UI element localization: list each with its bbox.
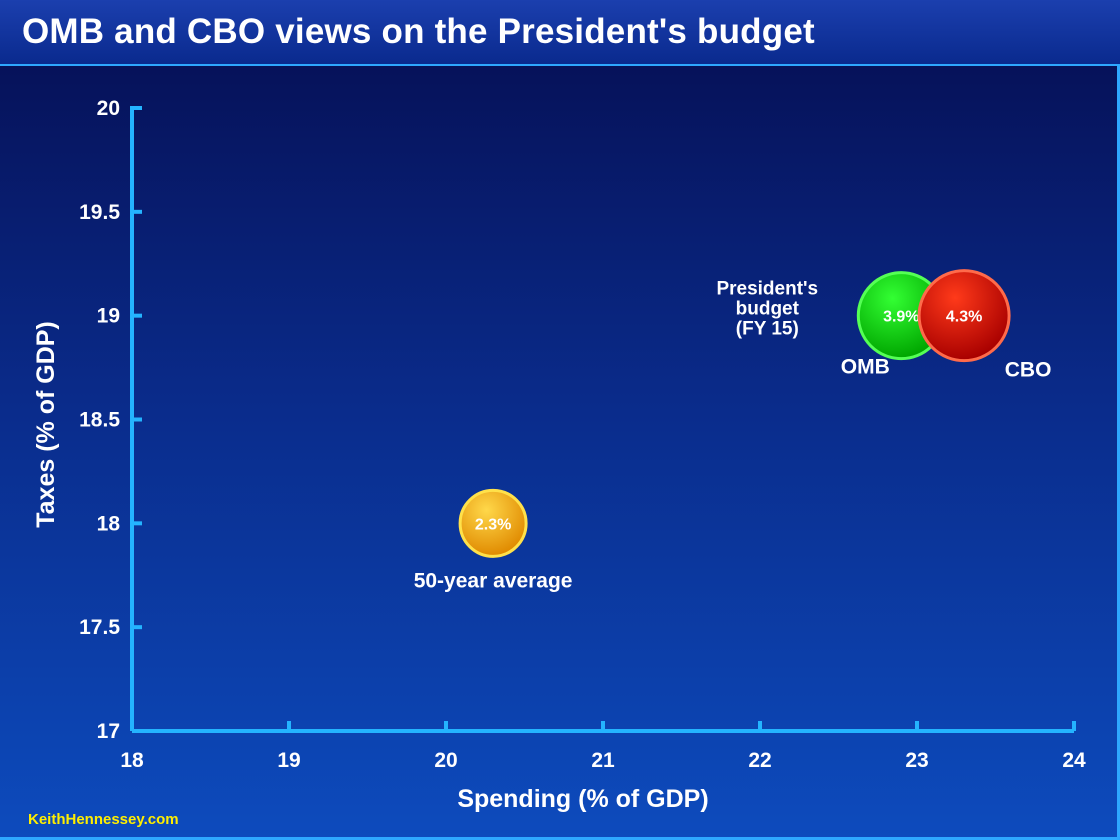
x-tick-label: 20 bbox=[434, 749, 457, 772]
y-tick-label: 18 bbox=[97, 512, 121, 535]
point-50-year-average-label: 50-year average bbox=[414, 569, 573, 592]
x-tick-label: 23 bbox=[905, 749, 928, 772]
point-cbo-bubble bbox=[917, 269, 1011, 363]
x-tick-label: 18 bbox=[120, 749, 144, 772]
annotation-line: (FY 15) bbox=[736, 319, 799, 340]
page-title: OMB and CBO views on the President's bud… bbox=[22, 12, 815, 51]
chart-panel bbox=[0, 66, 1120, 840]
site-credit: KeithHennessey.com bbox=[28, 811, 179, 828]
x-axis-title: Spending (% of GDP) bbox=[457, 785, 708, 813]
y-tick-label: 19.5 bbox=[79, 201, 120, 224]
point-cbo-value: 4.3% bbox=[946, 309, 982, 326]
x-tick-label: 19 bbox=[277, 749, 300, 772]
y-tick-label: 20 bbox=[97, 97, 120, 120]
y-tick-label: 17.5 bbox=[79, 616, 120, 639]
y-axis-title: Taxes (% of GDP) bbox=[32, 321, 60, 528]
x-tick-label: 21 bbox=[591, 749, 615, 772]
point-50-year-average-value: 2.3% bbox=[475, 516, 511, 533]
y-tick-label: 18.5 bbox=[79, 409, 120, 432]
x-tick-label: 22 bbox=[748, 749, 771, 772]
y-tick-label: 17 bbox=[97, 720, 120, 743]
point-cbo-label: CBO bbox=[1005, 359, 1052, 382]
point-50-year-average-bubble bbox=[458, 488, 528, 558]
title-bar: OMB and CBO views on the President's bud… bbox=[0, 0, 1120, 66]
point-omb-value: 3.9% bbox=[883, 309, 919, 326]
point-omb-label: OMB bbox=[841, 356, 890, 379]
y-tick-label: 19 bbox=[97, 305, 120, 328]
annotation-line: President's bbox=[716, 279, 818, 300]
annotation-line: budget bbox=[736, 299, 800, 320]
x-tick-label: 24 bbox=[1062, 749, 1086, 772]
